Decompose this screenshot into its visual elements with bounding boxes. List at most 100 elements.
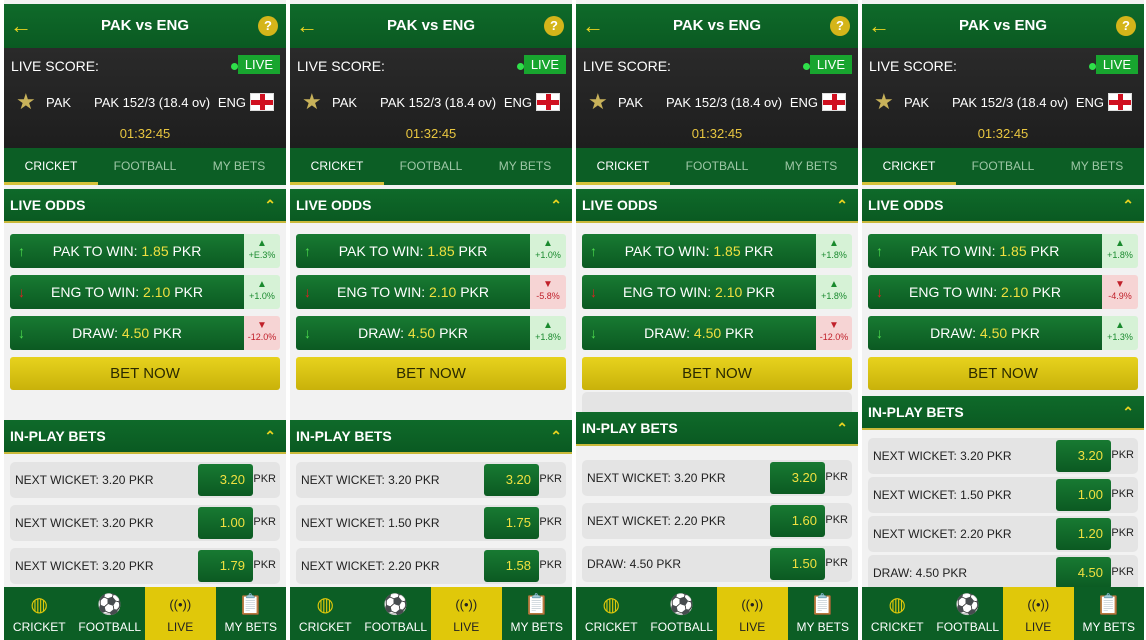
chevron-up-icon[interactable]: ⌃	[550, 197, 562, 213]
odds-row[interactable]: ↓ ENG TO WIN: 2.10 PKR ▼ -5.8%	[296, 275, 566, 309]
nav-my-bets[interactable]: 📋 MY BETS	[1074, 587, 1145, 640]
bet-odds-button[interactable]: 4.50	[1056, 557, 1111, 589]
help-icon[interactable]: ?	[1116, 16, 1136, 36]
help-icon[interactable]: ?	[258, 16, 278, 36]
chevron-up-icon[interactable]: ⌃	[1122, 197, 1134, 213]
nav-football[interactable]: ⚽ FOOTBALL	[75, 587, 146, 640]
odds-button[interactable]: ↓ DRAW: 4.50 PKR	[296, 316, 530, 350]
odds-button[interactable]: ↓ ENG TO WIN: 2.10 PKR	[868, 275, 1102, 309]
bet-odds-button[interactable]: 3.20	[770, 462, 825, 494]
tab-my-bets[interactable]: MY BETS	[1070, 159, 1124, 173]
back-arrow-icon[interactable]: ←	[296, 13, 318, 38]
tab-cricket[interactable]: CRICKET	[576, 148, 670, 185]
bet-odds-button[interactable]: 1.00	[198, 507, 253, 539]
in-play-header[interactable]: IN-PLAY BETS ⌃	[862, 396, 1144, 430]
odds-button[interactable]: ↓ DRAW: 4.50 PKR	[582, 316, 816, 350]
tab-my-bets[interactable]: MY BETS	[498, 159, 552, 173]
live-odds-header[interactable]: LIVE ODDS ⌃	[290, 189, 572, 223]
odds-button[interactable]: ↑ PAK TO WIN: 1.85 PKR	[868, 234, 1102, 268]
tab-cricket[interactable]: CRICKET	[4, 148, 98, 185]
bet-now-button[interactable]: BET NOW	[868, 357, 1138, 390]
bet-odds-button[interactable]: 1.79	[198, 550, 253, 582]
bet-label: NEXT WICKET: 3.20 PKR	[15, 516, 154, 530]
nav-live[interactable]: ((•)) LIVE	[1003, 587, 1074, 640]
nav-label: MY BETS	[224, 620, 277, 634]
nav-my-bets[interactable]: 📋 MY BETS	[788, 587, 859, 640]
live-odds-header[interactable]: LIVE ODDS ⌃	[4, 189, 286, 223]
chevron-up-icon[interactable]: ⌃	[550, 428, 562, 444]
nav-cricket[interactable]: ◍ CRICKET	[4, 587, 75, 640]
bet-odds-button[interactable]: 1.00	[1056, 479, 1111, 511]
odds-row[interactable]: ↓ ENG TO WIN: 2.10 PKR ▼ -4.9%	[868, 275, 1138, 309]
odds-button[interactable]: ↑ PAK TO WIN: 1.85 PKR	[582, 234, 816, 268]
nav-my-bets[interactable]: 📋 MY BETS	[502, 587, 573, 640]
odds-row[interactable]: ↑ PAK TO WIN: 1.85 PKR ▲ +1.0%	[296, 234, 566, 268]
in-play-row: NEXT WICKET: 2.20 PKR 1.60 PKR	[582, 503, 852, 539]
tab-football[interactable]: FOOTBALL	[113, 159, 177, 173]
chevron-up-icon[interactable]: ⌃	[836, 197, 848, 213]
odds-row[interactable]: ↑ PAK TO WIN: 1.85 PKR ▲ +1.8%	[582, 234, 852, 268]
nav-football[interactable]: ⚽ FOOTBALL	[933, 587, 1004, 640]
back-arrow-icon[interactable]: ←	[868, 13, 890, 38]
tab-cricket[interactable]: CRICKET	[290, 148, 384, 185]
england-flag-icon	[822, 93, 846, 111]
odds-row[interactable]: ↑ PAK TO WIN: 1.85 PKR ▲ +E.3%	[10, 234, 280, 268]
odds-button[interactable]: ↓ DRAW: 4.50 PKR	[10, 316, 244, 350]
arrow-down-icon: ↓	[304, 325, 311, 341]
bet-now-button[interactable]: BET NOW	[10, 357, 280, 390]
nav-my-bets[interactable]: 📋 MY BETS	[216, 587, 287, 640]
bet-odds-button[interactable]: 3.20	[198, 464, 253, 496]
nav-cricket[interactable]: ◍ CRICKET	[862, 587, 933, 640]
nav-live[interactable]: ((•)) LIVE	[145, 587, 216, 640]
bet-odds-button[interactable]: 1.50	[770, 548, 825, 580]
tab-my-bets[interactable]: MY BETS	[212, 159, 266, 173]
back-arrow-icon[interactable]: ←	[10, 13, 32, 38]
odds-row[interactable]: ↓ DRAW: 4.50 PKR ▲ +1.3%	[868, 316, 1138, 350]
chevron-up-icon[interactable]: ⌃	[1122, 404, 1134, 420]
odds-row[interactable]: ↓ ENG TO WIN: 2.10 PKR ▲ +1.0%	[10, 275, 280, 309]
bet-odds-button[interactable]: 1.60	[770, 505, 825, 537]
odds-button[interactable]: ↓ ENG TO WIN: 2.10 PKR	[10, 275, 244, 309]
chevron-up-icon[interactable]: ⌃	[264, 197, 276, 213]
bet-odds-button[interactable]: 3.20	[484, 464, 539, 496]
odds-button[interactable]: ↓ DRAW: 4.50 PKR	[868, 316, 1102, 350]
odds-row[interactable]: ↑ PAK TO WIN: 1.85 PKR ▲ +1.8%	[868, 234, 1138, 268]
tab-football[interactable]: FOOTBALL	[399, 159, 463, 173]
tab-football[interactable]: FOOTBALL	[685, 159, 749, 173]
back-arrow-icon[interactable]: ←	[582, 13, 604, 38]
nav-football[interactable]: ⚽ FOOTBALL	[647, 587, 718, 640]
live-odds-header[interactable]: LIVE ODDS ⌃	[862, 189, 1144, 223]
in-play-header[interactable]: IN-PLAY BETS ⌃	[576, 412, 858, 446]
tab-cricket[interactable]: CRICKET	[862, 148, 956, 185]
nav-live[interactable]: ((•)) LIVE	[431, 587, 502, 640]
live-odds-header[interactable]: LIVE ODDS ⌃	[576, 189, 858, 223]
odds-button[interactable]: ↓ ENG TO WIN: 2.10 PKR	[296, 275, 530, 309]
nav-football[interactable]: ⚽ FOOTBALL	[361, 587, 432, 640]
bet-odds-button[interactable]: 3.20	[1056, 440, 1111, 472]
odds-row[interactable]: ↓ DRAW: 4.50 PKR ▲ +1.8%	[296, 316, 566, 350]
tab-my-bets[interactable]: MY BETS	[784, 159, 838, 173]
bet-odds-button[interactable]: 1.20	[1056, 518, 1111, 550]
nav-live[interactable]: ((•)) LIVE	[717, 587, 788, 640]
tab-football[interactable]: FOOTBALL	[971, 159, 1035, 173]
odds-button[interactable]: ↑ PAK TO WIN: 1.85 PKR	[10, 234, 244, 268]
odds-row[interactable]: ↓ DRAW: 4.50 PKR ▼ -12.0%	[10, 316, 280, 350]
help-icon[interactable]: ?	[830, 16, 850, 36]
in-play-header[interactable]: IN-PLAY BETS ⌃	[4, 420, 286, 454]
odds-button[interactable]: ↓ ENG TO WIN: 2.10 PKR	[582, 275, 816, 309]
bet-now-button[interactable]: BET NOW	[582, 357, 852, 390]
live-score-panel: LIVE SCORE: LIVE ★ PAK PAK 152/3 (18.4 ov) EN…	[290, 48, 572, 148]
bet-odds-button[interactable]: 1.75	[484, 507, 539, 539]
chevron-up-icon[interactable]: ⌃	[264, 428, 276, 444]
bet-odds-button[interactable]: 1.58	[484, 550, 539, 582]
in-play-header[interactable]: IN-PLAY BETS ⌃	[290, 420, 572, 454]
odds-row[interactable]: ↓ ENG TO WIN: 2.10 PKR ▲ +1.8%	[582, 275, 852, 309]
nav-cricket[interactable]: ◍ CRICKET	[576, 587, 647, 640]
help-icon[interactable]: ?	[544, 16, 564, 36]
chevron-up-icon[interactable]: ⌃	[836, 420, 848, 436]
nav-cricket[interactable]: ◍ CRICKET	[290, 587, 361, 640]
odds-button[interactable]: ↑ PAK TO WIN: 1.85 PKR	[296, 234, 530, 268]
bet-now-button[interactable]: BET NOW	[296, 357, 566, 390]
odds-row[interactable]: ↓ DRAW: 4.50 PKR ▼ -12.0%	[582, 316, 852, 350]
screen-panel: ← PAK vs ENG? LIVE SCORE: LIVE ★ PAK PAK 152/3…	[4, 0, 286, 640]
